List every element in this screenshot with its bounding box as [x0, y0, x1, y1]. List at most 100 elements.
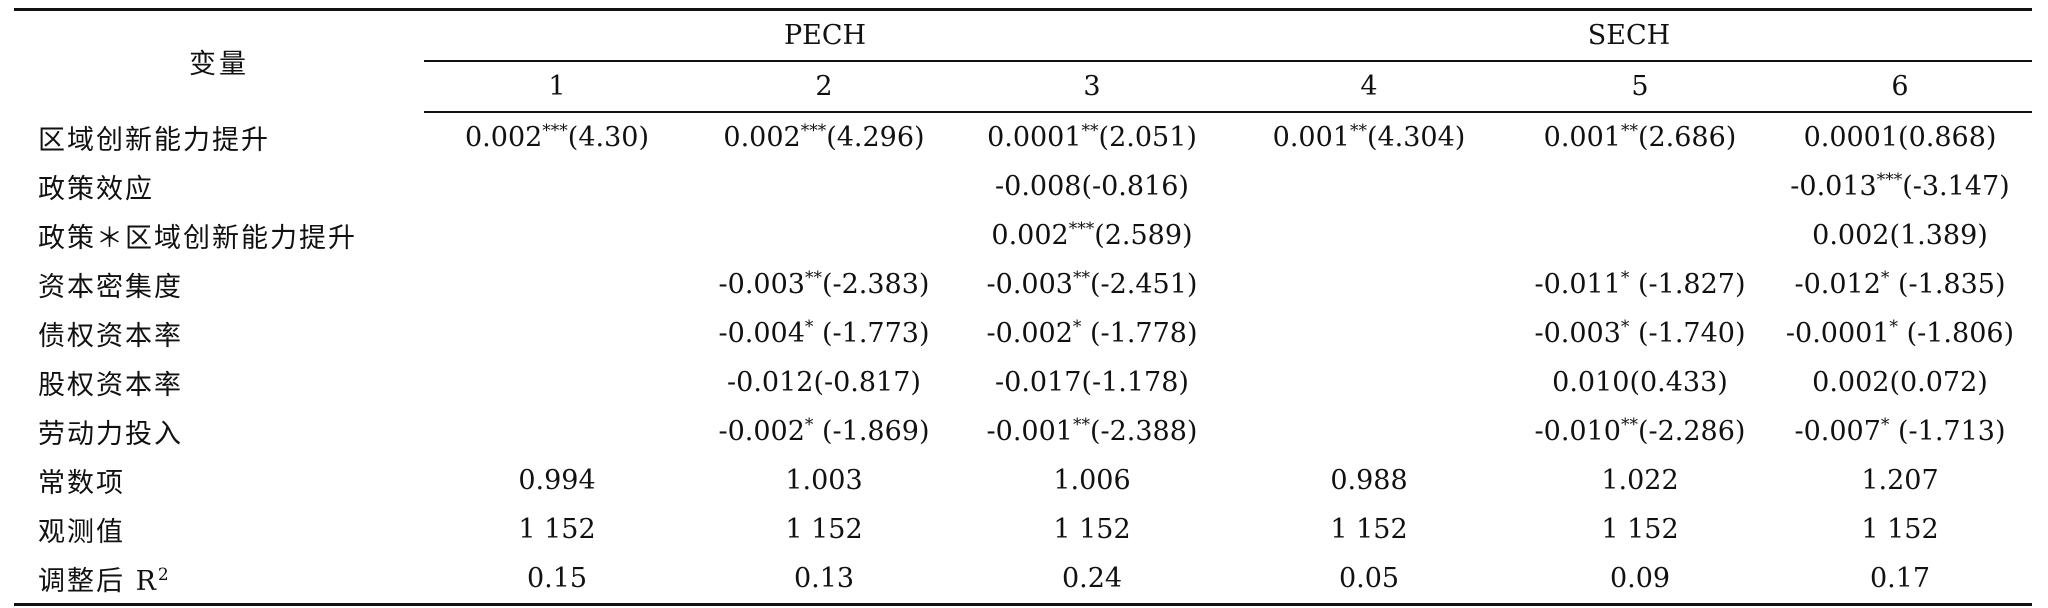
table-cell — [424, 211, 690, 260]
coefficient-value: -0.007 — [1794, 416, 1881, 447]
significance-stars: * — [1620, 317, 1630, 337]
table-cell: -0.017(-1.178) — [958, 358, 1226, 407]
t-statistic: (-1.835) — [1889, 269, 2006, 300]
table-cell — [1226, 211, 1512, 260]
coefficient-value: -0.017 — [995, 367, 1082, 398]
table-cell — [1512, 162, 1768, 211]
coefficient-value: 0.994 — [518, 465, 596, 496]
row-label-text: 劳动力投入 — [38, 419, 183, 450]
t-statistic: (1.389) — [1889, 220, 1988, 251]
table-cell: 0.994 — [424, 456, 690, 505]
table-cell — [424, 358, 690, 407]
header-row-models: 1 2 3 4 5 6 — [14, 61, 2032, 113]
t-statistic: (4.304) — [1366, 122, 1466, 153]
table-row: 常数项 0.994 1.003 1.006 0.988 1.022 1.207 — [14, 456, 2032, 505]
row-label: 常数项 — [14, 456, 424, 505]
table-cell: 1 152 — [1226, 505, 1512, 554]
significance-stars: ** — [1349, 121, 1367, 141]
table-cell: 1.207 — [1768, 456, 2032, 505]
table-cell: 1.003 — [690, 456, 958, 505]
coefficient-value: 0.001 — [1272, 122, 1350, 153]
coefficient-value: -0.010 — [1534, 416, 1621, 447]
variable-column-header: 变量 — [14, 8, 424, 112]
table-cell: -0.0001* (-1.806) — [1768, 309, 2032, 358]
coefficient-value: 1.207 — [1861, 465, 1939, 496]
coefficient-value: 1 152 — [1330, 514, 1408, 545]
table-row: 政策效应 -0.008(-0.816) -0.013***(-3.147) — [14, 162, 2032, 211]
table-cell: 0.002(1.389) — [1768, 211, 2032, 260]
model-column-header: 5 — [1512, 61, 1768, 113]
row-label-text: 观测值 — [38, 517, 125, 548]
table-cell — [690, 211, 958, 260]
row-label-text: 政策＊区域创新能力提升 — [38, 223, 357, 254]
table-cell: 1 152 — [958, 505, 1226, 554]
t-statistic: (-1.806) — [1898, 318, 2015, 349]
row-label: 债权资本率 — [14, 309, 424, 358]
coefficient-value: 1 152 — [1601, 514, 1679, 545]
coefficient-value: 0.002 — [991, 220, 1069, 251]
group-header-pech: PECH — [424, 8, 1226, 62]
coefficient-value: -0.0001 — [1785, 318, 1890, 349]
table-cell: 0.010(0.433) — [1512, 358, 1768, 407]
coefficient-value: 1.022 — [1601, 465, 1679, 496]
table-row: 股权资本率 -0.012(-0.817) -0.017(-1.178) 0.010(0… — [14, 358, 2032, 407]
t-statistic: (-2.388) — [1089, 416, 1198, 447]
coefficient-value: 1 152 — [518, 514, 596, 545]
t-statistic: (-0.816) — [1081, 171, 1189, 202]
coefficient-value: -0.004 — [718, 318, 805, 349]
significance-stars: ** — [1620, 415, 1638, 435]
table-cell: 1 152 — [1768, 505, 2032, 554]
coefficient-value: -0.002 — [718, 416, 805, 447]
row-label-text: 股权资本率 — [38, 370, 183, 401]
t-statistic: (-3.147) — [1902, 171, 2010, 202]
table-cell: -0.003**(-2.383) — [690, 260, 958, 309]
table-cell: 1.006 — [958, 456, 1226, 505]
table-cell: 0.0001(0.868) — [1768, 112, 2032, 162]
coefficient-value: 1 152 — [1861, 514, 1939, 545]
coefficient-value: 0.09 — [1609, 563, 1671, 594]
table-cell: 0.988 — [1226, 456, 1512, 505]
table-cell: 0.001**(4.304) — [1226, 112, 1512, 162]
table-cell — [424, 407, 690, 456]
significance-stars: *** — [800, 121, 827, 141]
coefficient-value: -0.001 — [986, 416, 1073, 447]
table-cell: 1 152 — [1512, 505, 1768, 554]
table-cell: -0.002* (-1.869) — [690, 407, 958, 456]
t-statistic: (0.433) — [1629, 367, 1728, 398]
t-statistic: (-1.869) — [813, 416, 930, 447]
table-cell: 0.15 — [424, 554, 690, 606]
coefficient-value: 0.13 — [793, 563, 855, 594]
significance-stars: * — [1620, 268, 1630, 288]
coefficient-value: 0.0001 — [1803, 122, 1899, 153]
significance-stars: * — [804, 415, 814, 435]
coefficient-value: 0.0001 — [987, 122, 1082, 153]
coefficient-value: -0.012 — [727, 367, 814, 398]
table-cell: -0.012(-0.817) — [690, 358, 958, 407]
t-statistic: (-1.740) — [1629, 318, 1746, 349]
coefficient-value: 1 152 — [785, 514, 863, 545]
row-label-text: 债权资本率 — [38, 321, 183, 352]
table-row: 资本密集度 -0.003**(-2.383) -0.003**(-2.451) -0.… — [14, 260, 2032, 309]
table-cell: -0.003* (-1.740) — [1512, 309, 1768, 358]
significance-stars: * — [1072, 317, 1082, 337]
coefficient-value: -0.002 — [986, 318, 1073, 349]
coefficient-value: 0.24 — [1061, 563, 1123, 594]
significance-stars: ** — [1081, 121, 1099, 141]
coefficient-value: -0.008 — [995, 171, 1082, 202]
table-cell: 0.002***(2.589) — [958, 211, 1226, 260]
significance-stars: * — [1889, 317, 1899, 337]
t-statistic: (4.296) — [826, 122, 925, 153]
table-cell — [690, 162, 958, 211]
table-cell — [424, 260, 690, 309]
table-cell: -0.013***(-3.147) — [1768, 162, 2032, 211]
table-cell — [424, 309, 690, 358]
significance-stars: ** — [1072, 268, 1090, 288]
table-row: 调整后 R2 0.15 0.13 0.24 0.05 0.09 0.17 — [14, 554, 2032, 606]
coefficient-value: 1 152 — [1053, 514, 1131, 545]
table-cell — [1226, 358, 1512, 407]
significance-stars: * — [1880, 415, 1890, 435]
t-statistic: (2.051) — [1098, 122, 1197, 153]
coefficient-value: 0.17 — [1869, 563, 1931, 594]
table-cell: 0.002(0.072) — [1768, 358, 2032, 407]
t-statistic: (-0.817) — [813, 367, 921, 398]
